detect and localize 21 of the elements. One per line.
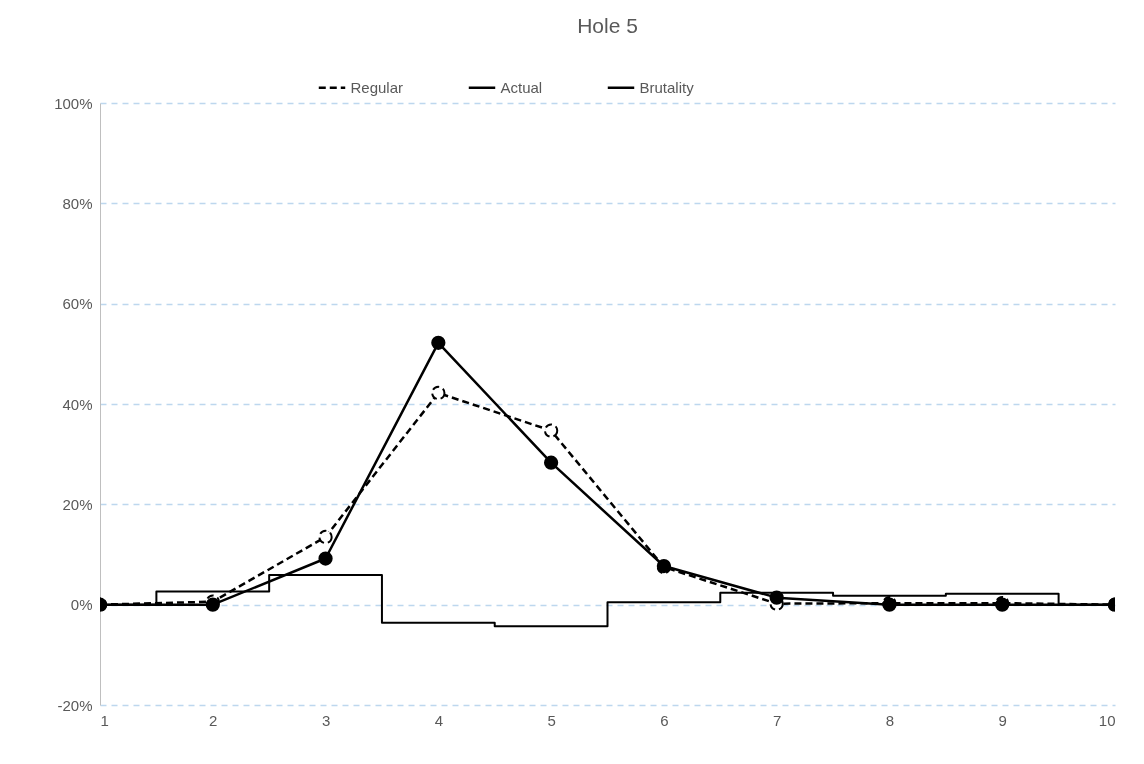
chart-title: Hole 5	[577, 14, 638, 37]
legend-label: Actual	[500, 78, 543, 96]
x-tick-label: 9	[998, 711, 1007, 729]
x-tick-label: 2	[209, 711, 218, 729]
x-tick-label: 3	[321, 711, 331, 729]
x-tick-label: 8	[885, 711, 895, 729]
x-tick-label: 7	[772, 711, 782, 729]
x-tick-label: 1	[100, 711, 109, 729]
y-tick-label: -20%	[57, 696, 93, 714]
y-tick-label: 20%	[62, 495, 93, 513]
legend-label: Regular	[350, 78, 404, 96]
y-tick-label: 80%	[62, 194, 93, 212]
y-tick-label: 100%	[54, 94, 93, 112]
x-tick-label: 5	[547, 711, 556, 729]
x-tick-label: 4	[434, 711, 444, 729]
x-tick-label: 10	[1098, 711, 1116, 729]
y-tick-label: 60%	[62, 295, 93, 313]
y-tick-label: 0%	[70, 596, 93, 614]
x-tick-label: 6	[660, 711, 669, 729]
legend-label: Brutality	[639, 78, 695, 96]
y-tick-label: 40%	[62, 395, 93, 413]
